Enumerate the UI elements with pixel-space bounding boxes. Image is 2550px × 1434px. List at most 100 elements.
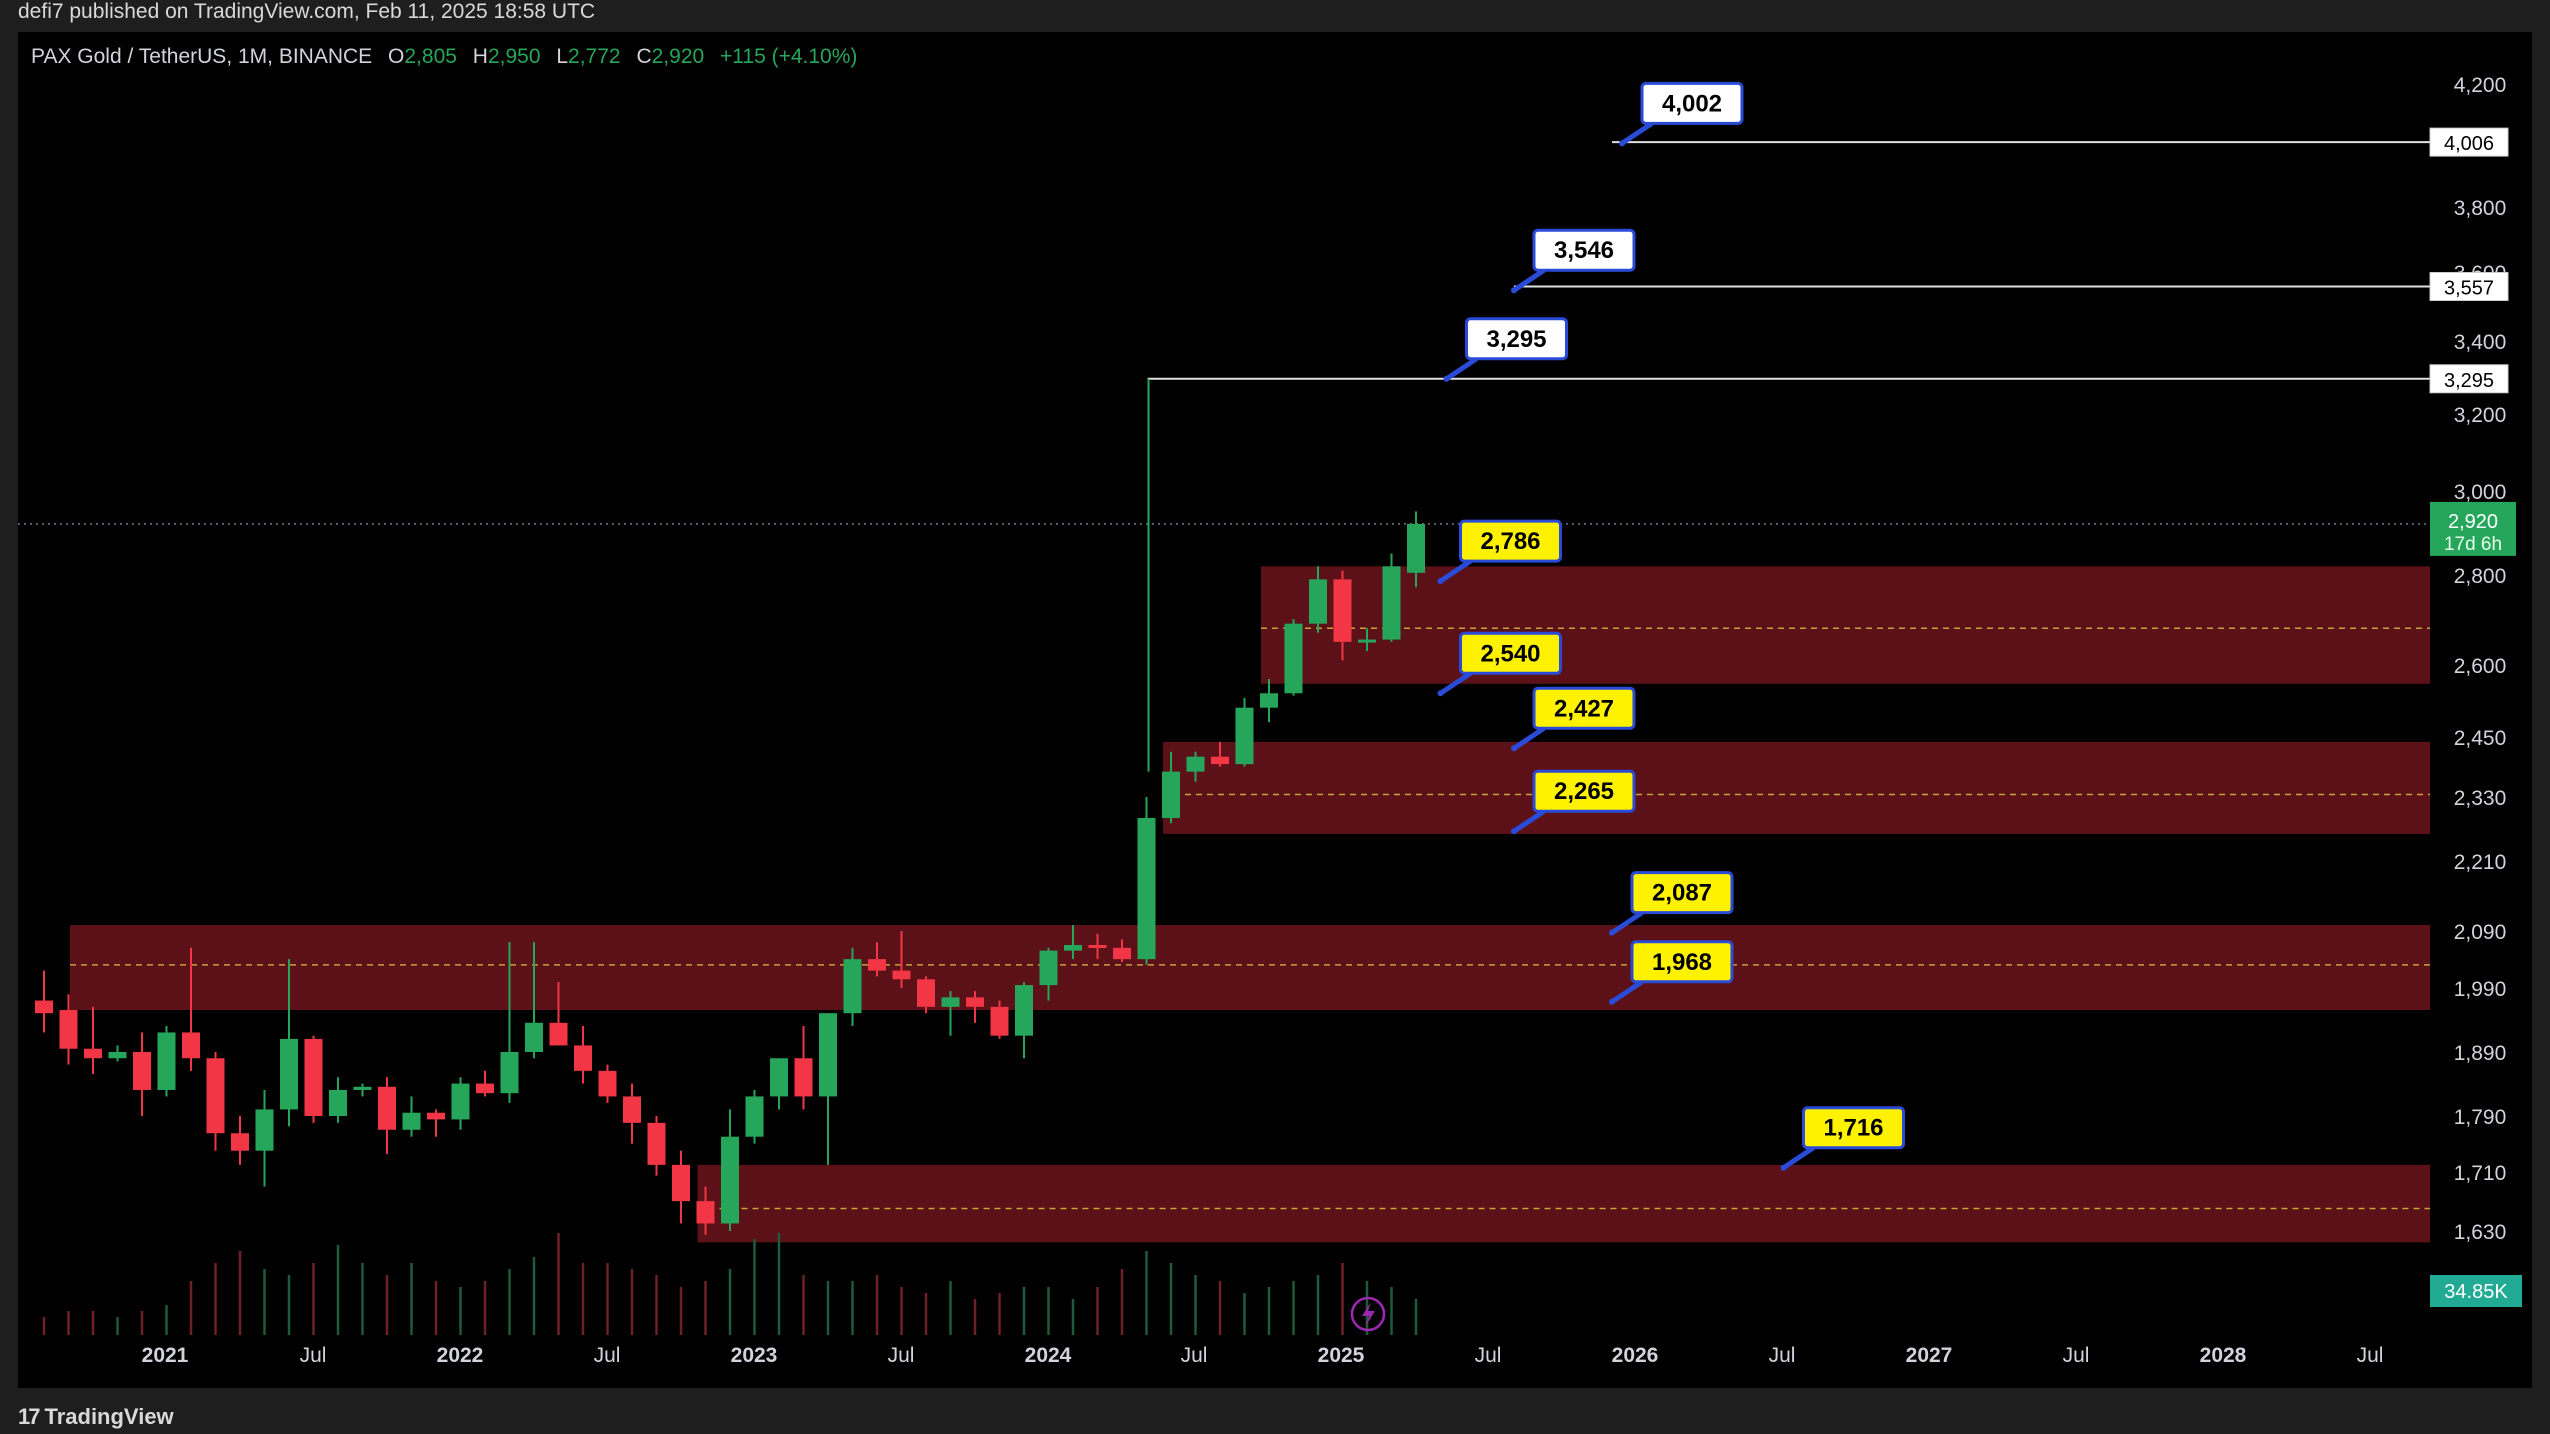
callout-anchor: [1609, 929, 1615, 936]
candle-body: [1358, 639, 1376, 643]
candle-body: [500, 1052, 519, 1094]
open-label: O: [388, 45, 405, 68]
candle-body: [1162, 771, 1180, 818]
y-axis-tick-label: 2,450: [2454, 727, 2507, 750]
callout-label: 2,427: [1554, 695, 1614, 722]
candle-body: [647, 1122, 666, 1165]
callout-label: 4,002: [1662, 90, 1722, 117]
callout-anchor: [1619, 140, 1625, 147]
callout-label: 2,265: [1554, 778, 1614, 805]
brand-name: TradingView: [44, 1404, 174, 1429]
candle-body: [1015, 985, 1033, 1036]
callout-box: [1459, 519, 1562, 563]
candle-body: [35, 1000, 53, 1014]
callout-pointer: [1782, 1145, 1815, 1170]
volume-label: 34.85K: [2444, 1281, 2508, 1303]
y-axis-tick-label: 2,800: [2454, 565, 2507, 588]
x-axis-tick-label: 2021: [142, 1344, 189, 1367]
callout-box: [1465, 317, 1568, 361]
current-price-tag: [2430, 501, 2516, 556]
supply-demand-zone: [697, 1164, 2430, 1243]
x-axis-tick-label: Jul: [1181, 1344, 1208, 1367]
candle-body: [843, 959, 862, 1014]
candle-body: [476, 1083, 494, 1094]
candle-body: [255, 1109, 274, 1151]
y-axis-tick-label: 1,710: [2454, 1162, 2507, 1185]
x-axis-tick-label: Jul: [2063, 1344, 2090, 1367]
candle-body: [402, 1112, 421, 1130]
candle-body: [304, 1038, 323, 1116]
candle-body: [745, 1096, 764, 1137]
callout-pointer: [1610, 910, 1644, 935]
candle-body: [941, 997, 960, 1007]
candle-body: [549, 1022, 568, 1046]
tradingview-logo[interactable]: 17 TradingView: [18, 1404, 174, 1430]
callout-pointer: [1439, 671, 1472, 696]
callout-anchor: [1511, 287, 1517, 294]
candle-body: [598, 1070, 617, 1097]
level-price-tag: [2429, 364, 2509, 394]
callout-label: 3,295: [1486, 326, 1546, 353]
x-axis-tick-label: 2024: [1025, 1344, 1072, 1367]
candle-body: [1382, 566, 1401, 640]
callout-pointer: [1512, 809, 1546, 834]
footer-bar: [0, 1392, 2550, 1434]
x-axis-tick-label: Jul: [300, 1344, 327, 1367]
callout-label: 3,546: [1554, 237, 1614, 264]
candle-body: [231, 1133, 249, 1151]
callout-label: 2,087: [1652, 880, 1712, 907]
level-price-label: 3,557: [2444, 278, 2494, 300]
candle-body: [157, 1032, 176, 1090]
candle-body: [868, 959, 886, 971]
change-value: +115 (+4.10%): [720, 45, 858, 68]
y-axis-tick-label: 2,210: [2454, 851, 2507, 874]
callout-box: [1640, 81, 1744, 125]
callout-box: [1459, 631, 1562, 675]
x-axis-tick-label: Jul: [594, 1344, 621, 1367]
candle-body: [1309, 579, 1327, 624]
level-price-tag: [2429, 272, 2509, 302]
callout-label: 1,716: [1823, 1115, 1883, 1142]
callout-anchor: [1609, 998, 1615, 1005]
close-value: 2,920: [651, 45, 705, 68]
candle-body: [917, 979, 935, 1007]
candle-body: [427, 1112, 445, 1120]
x-axis-tick-label: 2023: [731, 1344, 778, 1367]
high-label: H: [472, 45, 488, 68]
callout-anchor: [1780, 1164, 1787, 1171]
y-axis-tick-label: 3,800: [2454, 197, 2507, 220]
tradingview-logo-icon: 17: [18, 1404, 41, 1429]
y-axis-tick-label: 3,000: [2454, 481, 2507, 504]
candle-body: [1088, 944, 1107, 948]
candle-body: [672, 1164, 690, 1202]
candle-body: [1333, 579, 1352, 642]
x-axis-tick-label: 2026: [1612, 1344, 1659, 1367]
candle-body: [623, 1096, 641, 1123]
callout-box: [1532, 228, 1636, 272]
chart-frame[interactable]: [18, 32, 2532, 1388]
candle-body: [206, 1058, 225, 1134]
y-axis-tick-label: 4,200: [2454, 74, 2507, 97]
supply-demand-zone: [1261, 566, 2430, 684]
callout-anchor: [1443, 375, 1450, 382]
candle-body: [1260, 693, 1278, 708]
candle-body: [1113, 947, 1131, 960]
candle-body: [1211, 756, 1229, 765]
y-axis-tick-label: 1,630: [2454, 1221, 2507, 1244]
candle-body: [84, 1048, 102, 1059]
callout-anchor: [1437, 578, 1444, 585]
candle-body: [378, 1086, 396, 1130]
countdown-label: 17d 6h: [2444, 534, 2502, 555]
candle-body: [329, 1089, 347, 1116]
symbol-legend: PAX Gold / TetherUS, 1M, BINANCE O2,805 …: [31, 45, 857, 69]
open-value: 2,805: [404, 45, 457, 68]
volume-tag: [2430, 1275, 2522, 1307]
event-marker-icon: [1350, 1296, 1386, 1332]
level-price-label: 3,295: [2444, 370, 2494, 392]
candle-body: [182, 1032, 200, 1059]
candle-body: [721, 1136, 739, 1224]
callout-pointer: [1620, 121, 1654, 146]
supply-demand-zone: [70, 925, 2430, 1011]
candle-body: [525, 1022, 543, 1052]
